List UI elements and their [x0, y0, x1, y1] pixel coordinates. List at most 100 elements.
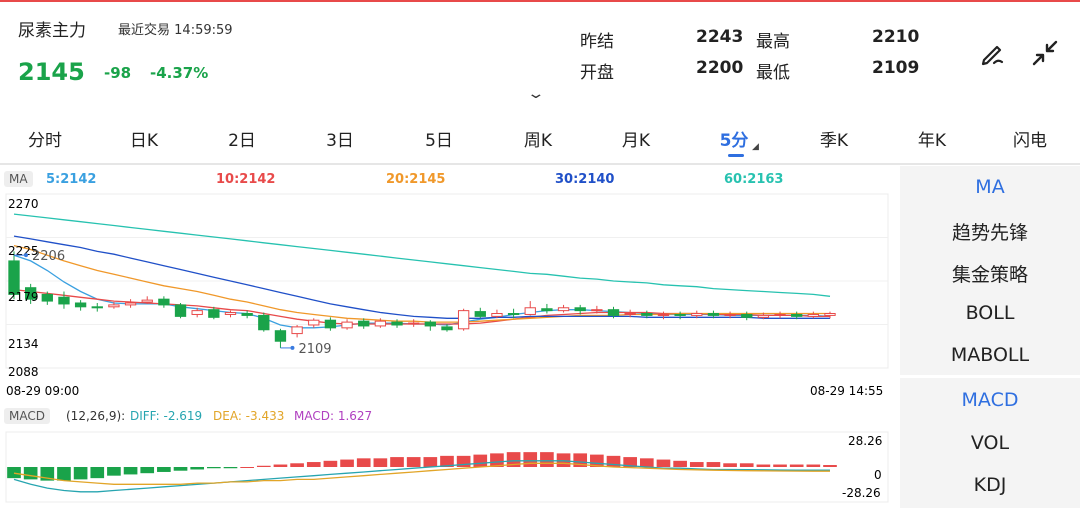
- macd-bar: [290, 463, 304, 467]
- candle: [707, 313, 720, 316]
- tab-season-k[interactable]: 季K: [819, 131, 849, 151]
- draw-pen-icon[interactable]: [978, 38, 1008, 72]
- candle: [541, 308, 553, 312]
- dropdown-triangle-icon[interactable]: ◢: [752, 142, 759, 152]
- ma60-value: 60:2163: [724, 172, 784, 187]
- ma-badge[interactable]: MA: [4, 171, 33, 187]
- expand-chevron-icon[interactable]: ⌄: [526, 86, 546, 102]
- dea-line: [13, 462, 830, 485]
- y-tick-2134: 2134: [8, 337, 39, 351]
- macd-bar: [789, 464, 804, 467]
- macd-bar: [157, 467, 171, 472]
- indicator-trend-pioneer[interactable]: 趋势先锋: [951, 222, 1028, 244]
- sidebar-separator: [900, 375, 1080, 378]
- candle: [274, 330, 287, 342]
- high-marker-dot: [24, 253, 28, 258]
- candle: [791, 313, 803, 317]
- ma60-line: [13, 213, 831, 297]
- macd-bar: [689, 462, 704, 467]
- tab-day-k[interactable]: 日K: [129, 131, 159, 151]
- candle: [308, 319, 320, 326]
- candle: [191, 310, 203, 315]
- macd-chart[interactable]: 28.26 0 -28.26: [0, 428, 895, 506]
- tab-5day[interactable]: 5日: [425, 131, 453, 151]
- tab-3day[interactable]: 3日: [326, 131, 354, 151]
- macd-bar: [390, 457, 404, 467]
- candle: [341, 321, 353, 329]
- tabs-divider: [0, 163, 1080, 165]
- low-marker-label: 2109: [298, 342, 331, 357]
- macd-bar: [756, 464, 771, 467]
- macd-bar: [373, 458, 388, 467]
- candle: [141, 299, 153, 303]
- tab-week-k[interactable]: 周K: [523, 131, 553, 151]
- macd-params: (12,26,9):: [66, 409, 126, 423]
- macd-frame: [5, 431, 889, 503]
- price-change-pct: -4.37%: [150, 64, 209, 82]
- macd-bar: [656, 459, 671, 467]
- candle: [291, 326, 303, 335]
- candle: [607, 309, 620, 316]
- last-trade-label: 最近交易: [118, 23, 171, 38]
- open-value: 2200: [696, 58, 744, 78]
- candle: [557, 307, 570, 312]
- x-tick-start: 08-29 09:00: [6, 384, 79, 398]
- candle: [24, 287, 37, 300]
- candlestick-chart[interactable]: 2270 2225 2179 2134 2088 08-29 09:00 08-…: [0, 190, 895, 405]
- indicator-boll[interactable]: BOLL: [965, 302, 1015, 324]
- candle: [807, 313, 820, 317]
- macd-bar: [823, 465, 837, 467]
- y-tick-2225: 2225: [8, 244, 39, 258]
- prev-settle-value: 2243: [696, 27, 744, 47]
- tab-5min[interactable]: 5分: [719, 131, 749, 151]
- macd-bar: [356, 458, 371, 467]
- candle: [8, 260, 20, 295]
- macd-badge[interactable]: MACD: [4, 408, 50, 424]
- candle: [124, 302, 137, 306]
- macd-bar: [23, 467, 38, 480]
- y-tick-2270: 2270: [8, 197, 39, 211]
- ma10-value: 10:2142: [216, 172, 276, 187]
- indicator-vol[interactable]: VOL: [970, 432, 1010, 454]
- open-label: 开盘: [580, 63, 614, 83]
- indicator-ma[interactable]: MA: [975, 176, 1005, 198]
- macd-bar: [107, 467, 121, 476]
- candle: [474, 311, 486, 317]
- macd-bar: [306, 462, 321, 467]
- indicator-gold-strategy[interactable]: 集金策略: [951, 264, 1028, 286]
- candle: [108, 304, 120, 308]
- candle: [641, 313, 653, 316]
- candle: [174, 304, 187, 317]
- candle: [457, 310, 470, 330]
- indicator-maboll[interactable]: MABOLL: [950, 344, 1030, 366]
- prev-settle-label: 昨结: [580, 32, 614, 52]
- candle: [208, 309, 220, 318]
- macd-bar: [639, 458, 654, 467]
- candle: [74, 302, 87, 308]
- high-label: 最高: [756, 32, 790, 52]
- macd-bar: [623, 457, 637, 467]
- low-marker-dot: [290, 345, 295, 350]
- macd-bar: [456, 455, 471, 467]
- tab-2day[interactable]: 2日: [228, 131, 256, 151]
- candle: [324, 319, 337, 329]
- tab-minute[interactable]: 分时: [28, 131, 62, 151]
- macd-bar: [190, 467, 205, 470]
- indicator-kdj[interactable]: KDJ: [973, 474, 1007, 496]
- diff-line: [13, 460, 830, 493]
- macd-bar: [723, 463, 737, 467]
- macd-bar: [473, 454, 488, 467]
- collapse-icon[interactable]: [1030, 38, 1060, 72]
- price-change: -98: [104, 64, 132, 82]
- candle: [358, 320, 370, 327]
- candle: [674, 313, 686, 316]
- tab-month-k[interactable]: 月K: [621, 131, 651, 151]
- last-trade-time: 14:59:59: [174, 23, 233, 38]
- tab-year-k[interactable]: 年K: [917, 131, 947, 151]
- tab-flash[interactable]: 闪电: [1013, 131, 1047, 151]
- macd-bar: [706, 462, 721, 467]
- macd-dea: DEA: -3.433: [213, 409, 285, 423]
- indicator-macd[interactable]: MACD: [961, 389, 1019, 411]
- candle: [41, 293, 53, 302]
- y-tick-2179: 2179: [8, 290, 39, 304]
